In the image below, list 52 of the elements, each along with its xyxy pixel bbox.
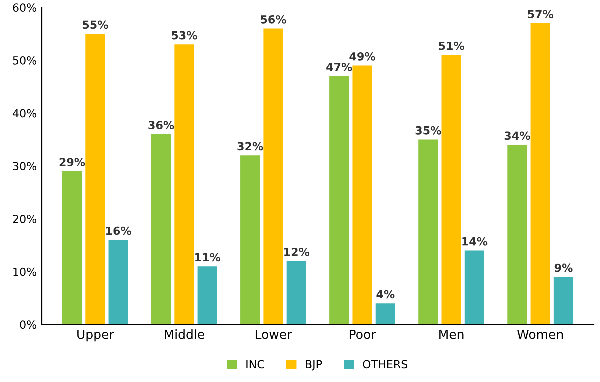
bar <box>530 23 550 325</box>
x-tick-label: Lower <box>256 330 292 340</box>
data-label: 11% <box>196 253 221 262</box>
bar <box>108 240 128 325</box>
data-label: 56% <box>261 15 286 24</box>
data-label: 53% <box>172 31 198 40</box>
y-tick-label: 0% <box>20 320 37 330</box>
y-tick-label: 40% <box>12 109 37 118</box>
x-tick-label: Men <box>440 330 464 340</box>
bar <box>264 28 284 325</box>
data-label: 4% <box>376 290 395 299</box>
data-label: 12% <box>284 248 310 256</box>
legend-label: OTHERS <box>363 360 408 369</box>
bar <box>376 304 396 325</box>
data-label: 29% <box>60 158 86 167</box>
y-tick-label: 10% <box>14 268 37 276</box>
y-tick-label: 20% <box>13 214 37 224</box>
x-tick-label: Poor <box>350 330 376 340</box>
bar <box>442 55 462 325</box>
bar <box>554 277 574 325</box>
legend-label: BJP <box>306 360 322 371</box>
y-tick-label: 50% <box>13 56 37 65</box>
bar <box>352 66 372 325</box>
bar <box>464 250 484 325</box>
bar <box>174 44 194 325</box>
x-tick-label: Middle <box>165 330 204 340</box>
bar <box>240 156 260 325</box>
data-label: 51% <box>439 42 464 50</box>
data-label: 47% <box>326 63 352 72</box>
bar <box>330 76 350 325</box>
bar <box>62 171 82 325</box>
data-label: 35% <box>416 126 442 135</box>
legend-label: INC <box>246 360 264 369</box>
bar <box>286 261 306 325</box>
data-label: 16% <box>106 226 132 236</box>
data-label: 34% <box>504 132 530 140</box>
bar <box>152 134 172 325</box>
data-label: 36% <box>148 121 174 130</box>
data-label: 49% <box>350 52 376 61</box>
bar <box>508 145 528 325</box>
x-tick-label: Upper <box>78 330 114 342</box>
y-tick-label: 60% <box>13 4 37 12</box>
data-label: 9% <box>554 264 573 272</box>
data-label: 57% <box>528 10 554 19</box>
data-label: 55% <box>82 20 108 30</box>
x-tick-label: Women <box>517 330 564 340</box>
data-label: 14% <box>462 237 488 246</box>
bar <box>198 266 218 325</box>
y-tick-label: 30% <box>13 162 37 171</box>
bar <box>86 34 106 325</box>
bar <box>418 140 438 325</box>
data-label: 32% <box>238 142 264 151</box>
